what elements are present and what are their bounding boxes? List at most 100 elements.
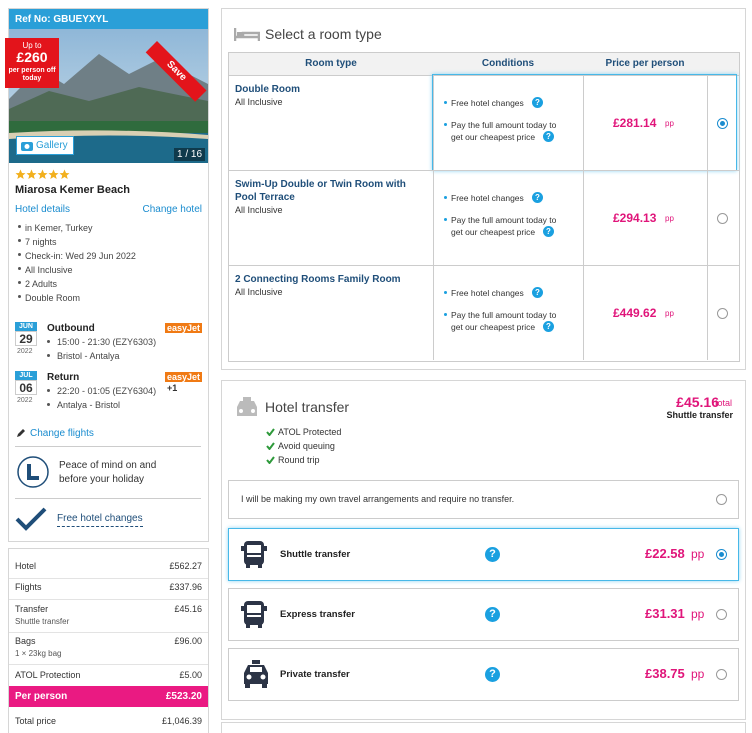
summary-value: £562.27 [169, 561, 202, 571]
hotel-card: Ref No: GBUEYXYL Up to £260 per person off… [5, 8, 209, 542]
summary-divider [9, 599, 208, 600]
hotel-photo [9, 29, 208, 163]
cell-divider [433, 170, 434, 265]
room-name: 2 Connecting Rooms Family Room [235, 274, 401, 285]
selected-transfer: Shuttle transfer [666, 410, 733, 420]
help-icon[interactable]: ? [532, 287, 543, 298]
flight-bullet [47, 403, 50, 406]
total-label: total [714, 398, 732, 408]
total-value: £1,046.39 [161, 716, 202, 726]
check-icon [266, 428, 275, 439]
vehicle-icon [241, 540, 267, 571]
pencil-icon [16, 428, 26, 441]
next-day: +1 [167, 383, 178, 393]
ref-number: Ref No: GBUEYXYL [15, 14, 109, 25]
cell-divider [583, 170, 584, 265]
flight-times: 15:00 - 21:30 (EZY6303) [57, 337, 157, 347]
change-flights-link[interactable]: Change flights [30, 428, 94, 439]
row-divider [229, 265, 739, 266]
total-label: Total price [15, 716, 57, 726]
help-icon[interactable]: ? [532, 97, 543, 108]
flight-label: Outbound [47, 323, 95, 334]
free-changes: Free hotel changes [57, 513, 143, 527]
help-icon[interactable]: ? [532, 192, 543, 203]
summary-value: £337.96 [169, 582, 202, 592]
gallery-button[interactable]: Gallery [16, 136, 74, 155]
change-hotel-link[interactable]: Change hotel [142, 204, 203, 215]
fact: 2 Adults [25, 279, 58, 289]
condition: Pay the full amount today to get our che… [451, 120, 557, 142]
help-icon[interactable]: ? [543, 131, 554, 142]
column-header: Conditions [481, 58, 535, 69]
own-arrangement: I will be making my own travel arrangeme… [241, 494, 515, 504]
vehicle-icon [241, 600, 267, 631]
transfer-section: Hotel transfer £45.16 total Shuttle transfe… [221, 380, 746, 720]
help-icon[interactable]: ? [485, 607, 500, 622]
divider [15, 446, 201, 447]
price-unit: pp [665, 119, 674, 128]
help-icon[interactable]: ? [485, 547, 500, 562]
room-radio[interactable] [717, 118, 728, 129]
row-divider [229, 170, 739, 171]
gallery-label: Gallery [36, 140, 68, 151]
star [37, 169, 48, 183]
taxi-icon [234, 397, 260, 422]
condition-bullet [444, 291, 447, 294]
feature: Round trip [278, 455, 320, 465]
flight-route: Antalya - Bristol [57, 400, 121, 410]
hotel-details-link[interactable]: Hotel details [15, 204, 71, 215]
price-unit: pp [665, 214, 674, 223]
price-summary: Hotel £562.27 Flights £337.96 Transfer Shuttl… [8, 548, 209, 733]
airline-logo: easyJet [164, 372, 202, 382]
room-section: Select a room type Room type Conditions Pri… [221, 8, 746, 370]
transfer-option[interactable]: Express transfer? £31.31 pp [228, 588, 739, 641]
cell-divider [707, 170, 708, 265]
condition-bullet [444, 313, 447, 316]
flight-route: Bristol - Antalya [57, 351, 120, 361]
condition: Free hotel changes [451, 98, 524, 108]
transfer-price: £38.75 [645, 666, 685, 681]
hotel-name: Miarosa Kemer Beach [15, 184, 130, 196]
atol-text: Peace of mind on and before your holiday [59, 460, 157, 485]
flight-times: 22:20 - 01:05 (EZY6304) [57, 386, 157, 396]
room-price: £449.62 [613, 306, 657, 320]
transfer-option[interactable]: Shuttle transfer? £22.58 pp [228, 528, 739, 581]
transfer-option[interactable]: Private transfer? £38.75 pp [228, 648, 739, 701]
cell-divider [583, 75, 584, 170]
cell-divider [707, 265, 708, 360]
star [48, 169, 59, 183]
transfer-radio[interactable] [716, 669, 727, 680]
own-arrangement-option[interactable]: I will be making my own travel arrangeme… [228, 480, 739, 519]
check-icon [266, 442, 275, 453]
deal-up-to: Up to [22, 41, 42, 50]
condition: Free hotel changes [451, 288, 524, 298]
header-row [229, 53, 739, 76]
summary-divider [9, 578, 208, 579]
help-icon[interactable]: ? [543, 321, 554, 332]
check-icon [266, 456, 275, 467]
price-unit: pp [691, 547, 705, 561]
feature: ATOL Protected [278, 427, 342, 437]
room-board: All Inclusive [235, 287, 283, 297]
help-icon[interactable]: ? [543, 226, 554, 237]
summary-divider [9, 632, 208, 633]
summary-value: £45.16 [174, 604, 202, 614]
bed-icon [233, 26, 261, 45]
transfer-radio[interactable] [716, 549, 727, 560]
per-person-bar [9, 686, 208, 707]
flight-bullet [47, 340, 50, 343]
room-radio[interactable] [717, 308, 728, 319]
summary-value: £5.00 [179, 670, 202, 680]
transfer-radio[interactable] [716, 609, 727, 620]
summary-sublabel: 1 × 23kg bag [15, 649, 62, 658]
price-unit: pp [691, 607, 705, 621]
fact-bullet [18, 225, 21, 228]
summary-label: Hotel [15, 561, 37, 571]
selected-outline [432, 74, 737, 171]
room-radio[interactable] [717, 213, 728, 224]
transfer-radio[interactable] [716, 494, 727, 505]
fact: in Kemer, Turkey [25, 223, 93, 233]
fact: 7 nights [25, 237, 57, 247]
help-icon[interactable]: ? [485, 667, 500, 682]
transfer-name: Private transfer [280, 669, 350, 680]
